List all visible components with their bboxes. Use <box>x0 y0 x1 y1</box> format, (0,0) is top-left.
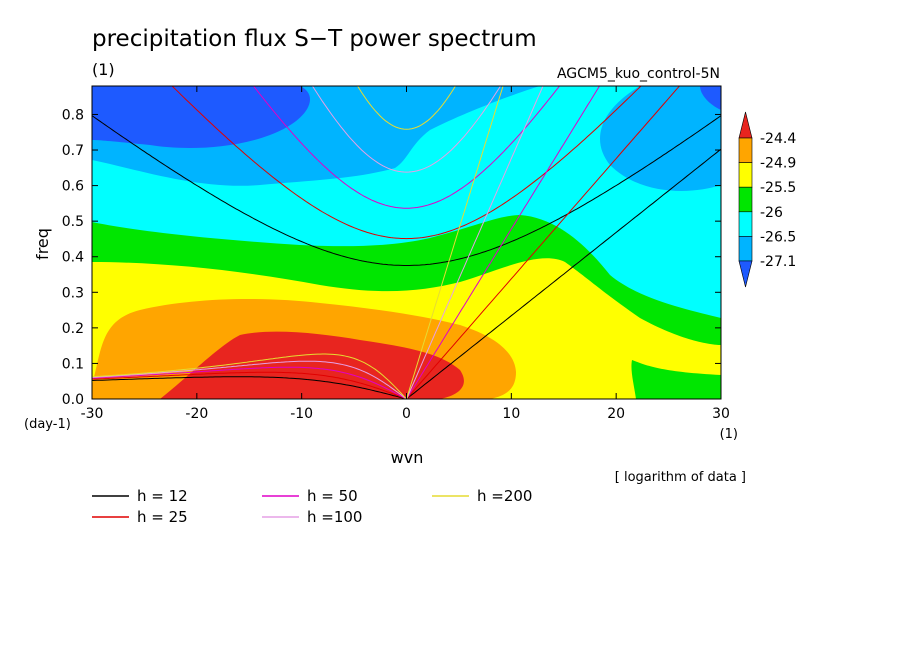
kelvin-curve-h12 <box>406 148 721 399</box>
dispersion-curves <box>92 86 721 399</box>
colorbar-label: -26 <box>760 205 783 221</box>
x-tick-label: -30 <box>81 406 104 422</box>
inertia-gravity-curve-h100 <box>311 86 502 173</box>
rossby-curve-h100 <box>92 360 407 399</box>
y-tick-label: 0.8 <box>62 107 84 123</box>
y-tick-label: 0.7 <box>62 143 84 159</box>
colorbar-swatch <box>738 137 753 163</box>
y-tick-label: 0.3 <box>62 285 84 301</box>
y-tick-label: 0.1 <box>62 356 84 372</box>
kelvin-curve-h200 <box>406 86 504 399</box>
inertia-gravity-curve-h12 <box>92 115 721 266</box>
legend-label-h50: h = 50 <box>307 487 358 505</box>
colorbar-swatch <box>738 186 753 213</box>
colorbar-label: -25.5 <box>760 180 796 196</box>
y-tick-label: 0.0 <box>62 392 84 408</box>
contour-band-dark-blue-right <box>700 86 721 110</box>
inertia-gravity-curve-h25 <box>171 86 642 240</box>
scale-note: [ logarithm of data ] <box>615 470 746 485</box>
contour-band-dark-blue <box>92 86 310 148</box>
inertia-gravity-curve-h200 <box>357 86 456 130</box>
rossby-curve-h25 <box>92 371 407 399</box>
chart-title: precipitation flux S−T power spectrum <box>92 26 537 52</box>
y-tick-label: 0.4 <box>62 250 84 266</box>
legend-label-h25: h = 25 <box>137 508 188 526</box>
x-tick-label: 10 <box>502 406 520 422</box>
colorbar-label: -26.5 <box>760 229 796 245</box>
colorbar: -24.4 -24.9 -25.5 -26 -26.5 -27.1 <box>738 111 796 288</box>
colorbar-label: -24.4 <box>760 131 796 147</box>
legend-label-h200: h =200 <box>477 487 532 505</box>
y-tick-label: 0.2 <box>62 321 84 337</box>
x-tick-label: 0 <box>402 406 411 422</box>
kelvin-curve-h100 <box>406 86 544 399</box>
y-tick-label: 0.6 <box>62 179 84 195</box>
colorbar-label: -24.9 <box>760 156 796 172</box>
y-tick-label: 0.5 <box>62 214 84 230</box>
kelvin-curve-h25 <box>406 86 681 399</box>
x-tick-label: -10 <box>290 406 313 422</box>
rossby-curve-h12 <box>92 376 407 399</box>
x-axis-label: wvn <box>391 448 424 467</box>
y-axis-label: freq <box>33 228 52 260</box>
colorbar-swatch <box>738 236 753 262</box>
colorbar-label: -27.1 <box>760 254 796 270</box>
units-label: (1) <box>92 60 115 79</box>
y-unit-label: (day-1) <box>24 417 71 432</box>
contour-band-green-notch <box>631 360 721 399</box>
rossby-curve-h50 <box>92 366 407 399</box>
legend-label-h100: h =100 <box>307 508 362 526</box>
x-tick-label: 30 <box>712 406 730 422</box>
axes: -30 -20 -10 0 10 20 30 0.0 0.1 0.2 0.3 0.4 0.5 0.6 0.7… <box>62 86 730 422</box>
colorbar-triangle-top <box>738 111 753 139</box>
kelvin-curve-h50 <box>406 86 601 399</box>
colorbar-swatch <box>738 162 753 188</box>
inertia-gravity-curve-h50 <box>252 86 561 209</box>
rossby-curve-h200 <box>92 353 407 399</box>
colorbar-swatch <box>738 211 753 237</box>
contour-band-red <box>160 331 464 399</box>
x-tick-label: -20 <box>185 406 208 422</box>
legend-label-h12: h = 12 <box>137 487 188 505</box>
x-unit-label: (1) <box>720 427 738 442</box>
contour-field <box>92 86 721 399</box>
case-label: AGCM5_kuo_control-5N <box>557 66 720 82</box>
colorbar-triangle-bottom <box>738 260 753 288</box>
x-tick-label: 20 <box>607 406 625 422</box>
legend: h = 12 h = 25 h = 50 h =100 h =200 <box>92 487 532 526</box>
